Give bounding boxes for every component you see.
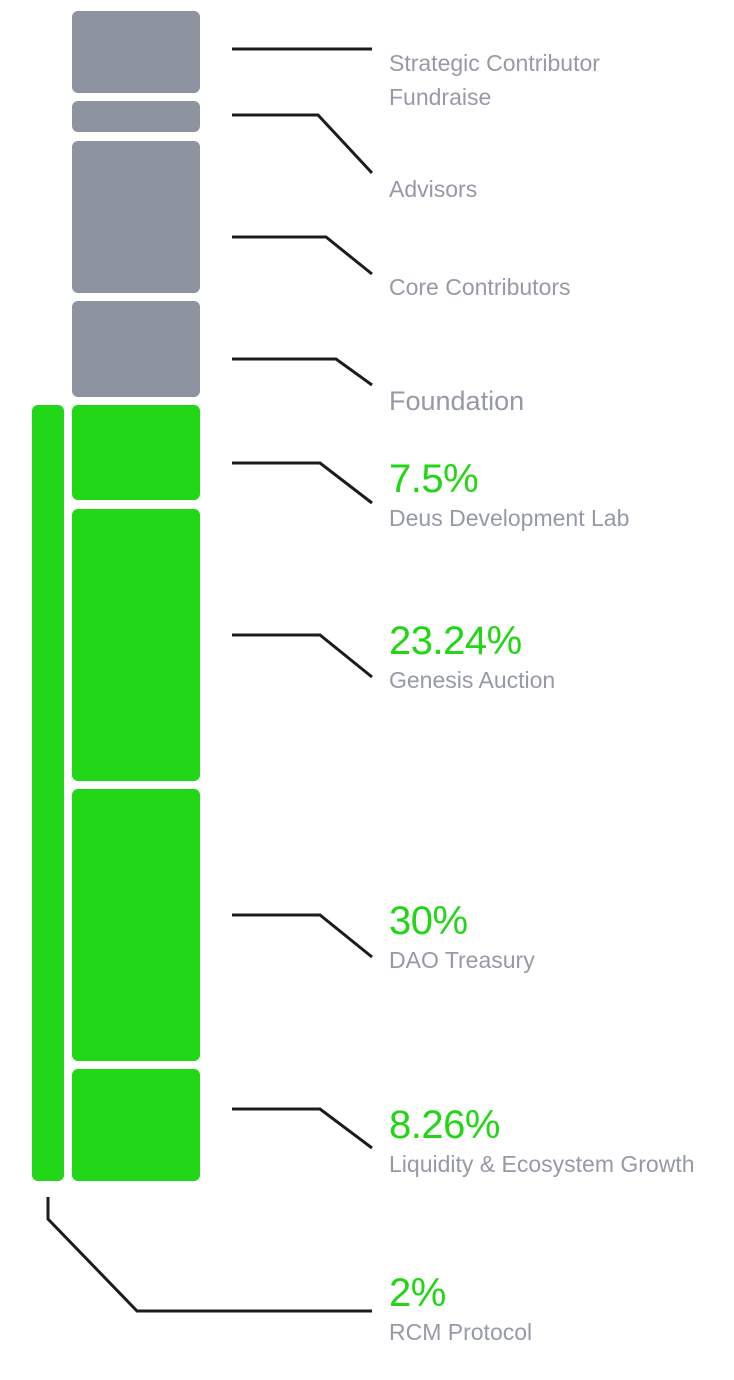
label-advisors: Advisors [389,172,477,206]
label-advisors-name: Advisors [389,176,478,202]
label-foundation-name: Foundation [389,386,525,416]
leader-line-dao-treasury [232,913,373,959]
bar-segment-liquidity-ecosystem-growth [72,1069,200,1181]
label-rcm-protocol-percent: 2% [389,1271,446,1315]
label-dao-treasury: 30% DAO Treasury [389,899,535,977]
label-genesis-auction-name: Genesis Auction [389,667,556,693]
label-core-contributors-name: Core Contributors [389,274,571,300]
leader-line-liquidity-ecosystem-growth [232,1107,373,1150]
label-dao-treasury-percent: 30% [389,899,468,943]
label-foundation: Foundation [389,384,524,418]
leader-line-foundation [232,357,373,387]
label-genesis-auction-percent: 23.24% [389,619,522,663]
bar-segment-foundation [72,301,200,397]
label-rcm-protocol: 2% RCM Protocol [389,1271,532,1349]
bar-segment-genesis-auction [72,509,200,781]
label-liquidity-ecosystem-growth: 8.26% Liquidity & Ecosystem Growth [389,1103,695,1181]
label-core-contributors: Core Contributors [389,270,571,304]
bar-segment-dao-treasury [72,789,200,1061]
bar-segment-core-contributors [72,141,200,293]
label-strategic-contributor-fundraise-name-line-1: Strategic Contributor [389,50,600,76]
label-deus-development-lab: 7.5% Deus Development Lab [389,457,629,535]
bar-segment-rcm-protocol [32,405,64,1181]
bar-segment-advisors [72,101,200,132]
label-strategic-contributor-fundraise-name-line-2: Fundraise [389,84,492,110]
label-deus-development-lab-name: Deus Development Lab [389,505,630,531]
label-rcm-protocol-name: RCM Protocol [389,1319,533,1345]
leader-line-rcm-protocol [46,1197,372,1313]
label-liquidity-ecosystem-growth-name: Liquidity & Ecosystem Growth [389,1151,695,1177]
label-genesis-auction: 23.24% Genesis Auction [389,619,555,697]
leader-line-deus-development-lab [232,461,373,505]
label-deus-development-lab-percent: 7.5% [389,457,479,501]
label-liquidity-ecosystem-growth-percent: 8.26% [389,1103,500,1147]
label-dao-treasury-name: DAO Treasury [389,947,535,973]
bar-segment-deus-development-lab [72,405,200,500]
label-strategic-contributor-fundraise: Strategic Contributor Fundraise [389,46,600,114]
leader-line-advisors [232,113,374,175]
leader-line-core-contributors [232,235,373,276]
leader-line-genesis-auction [232,633,373,679]
bar-segment-strategic-contributor-fundraise [72,11,200,93]
